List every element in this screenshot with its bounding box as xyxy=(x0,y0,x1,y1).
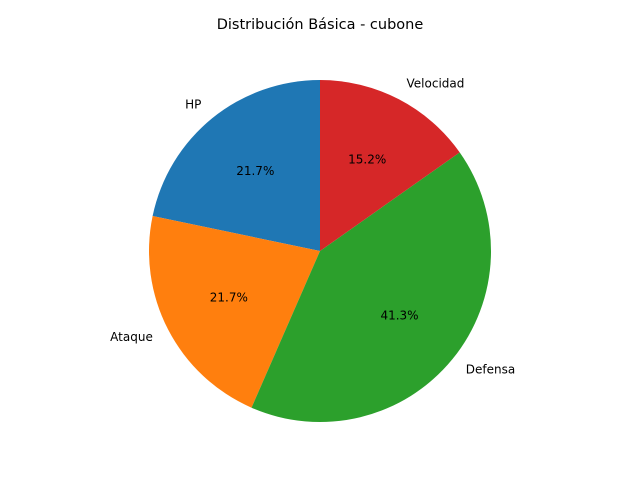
slice-label-ataque: Ataque xyxy=(110,330,153,344)
chart-title: Distribución Básica - cubone xyxy=(217,17,424,33)
pie-slice-ataque xyxy=(149,216,320,408)
slice-label-hp: HP xyxy=(185,98,201,112)
slice-label-defensa: Defensa xyxy=(466,362,515,376)
pie-labels: HP 21.7% Ataque 21.7% Defensa 41.3% Velocidad 1… xyxy=(110,76,515,376)
slice-label-velocidad: Velocidad xyxy=(407,76,465,90)
pie-slice-hp xyxy=(152,80,320,251)
slice-percent-velocidad: 15.2% xyxy=(348,152,386,166)
slice-percent-hp: 21.7% xyxy=(236,164,274,178)
pie-slices xyxy=(149,80,491,423)
slice-percent-defensa: 41.3% xyxy=(380,308,418,322)
pie-slice-defensa xyxy=(251,152,491,423)
slice-percent-ataque: 21.7% xyxy=(210,291,248,305)
pie-slice-velocidad xyxy=(320,80,460,251)
